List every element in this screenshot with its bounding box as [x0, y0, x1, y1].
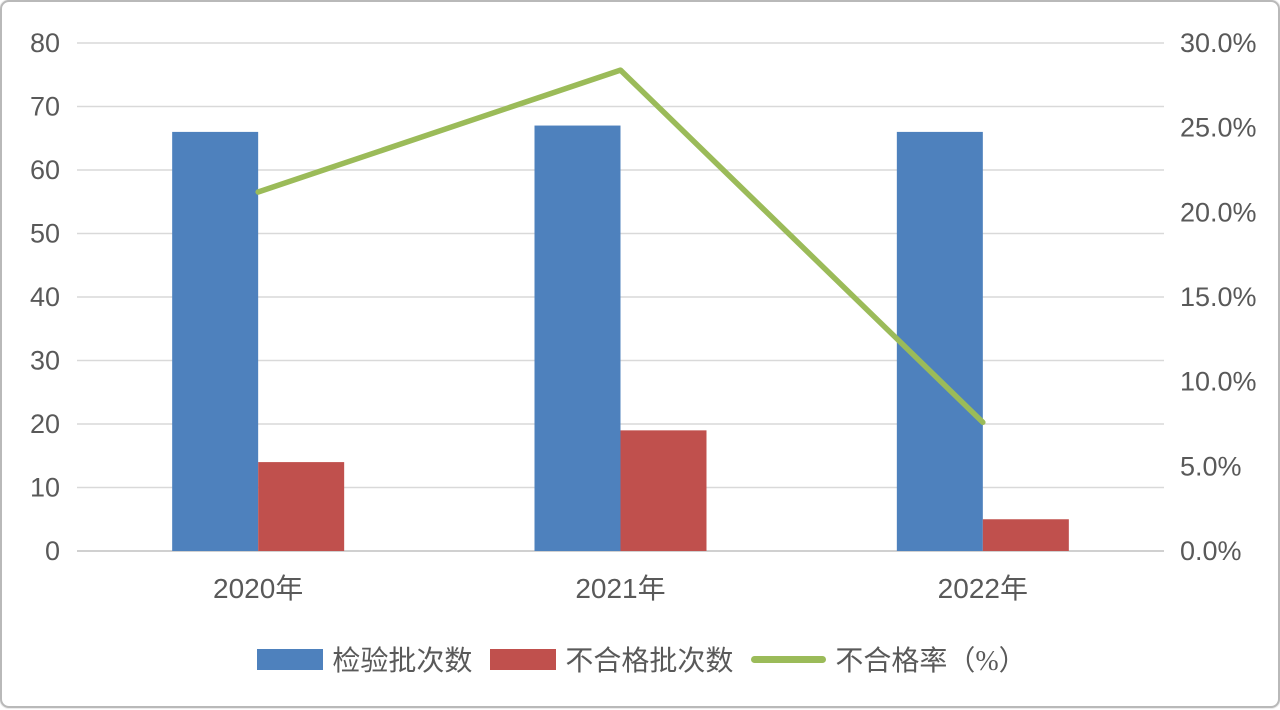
legend-swatch-bar-blue: [257, 648, 324, 670]
right-axis-tick-label: 15.0%: [1180, 282, 1257, 312]
bar-inspection-2022年: [896, 131, 983, 551]
right-axis-tick-label: 30.0%: [1180, 28, 1257, 58]
left-axis-tick-label: 10: [30, 473, 60, 503]
legend-label: 不合格批次数: [565, 646, 734, 677]
bar-failed-2022年: [982, 519, 1069, 551]
legend: 检验批次数 不合格批次数 不合格率（%）: [2, 639, 1280, 679]
right-axis-tick-label: 20.0%: [1180, 197, 1257, 227]
right-axis-tick-label: 0.0%: [1180, 536, 1242, 566]
x-axis-label: 2020年: [213, 573, 303, 604]
bar-failed-2020年: [258, 462, 345, 551]
left-axis-tick-label: 0: [45, 536, 60, 566]
failure-rate-line: [255, 67, 986, 426]
x-axis-label: 2021年: [575, 573, 665, 604]
left-axis-tick-label: 30: [30, 346, 60, 376]
bar-failed-2021年: [620, 430, 707, 551]
left-axis-tick-label: 50: [30, 219, 60, 249]
legend-item-failure-rate: 不合格率（%）: [751, 639, 1027, 679]
right-axis-tick-label: 25.0%: [1180, 113, 1257, 143]
left-axis-tick-label: 70: [30, 92, 60, 122]
bar-inspection-2021年: [534, 125, 621, 552]
x-axis-label: 2022年: [938, 573, 1028, 604]
legend-label: 检验批次数: [332, 646, 473, 677]
legend-swatch-bar-red: [490, 648, 557, 670]
right-axis-tick-label: 5.0%: [1180, 451, 1242, 481]
left-axis-tick-label: 80: [30, 28, 60, 58]
left-axis-tick-label: 20: [30, 409, 60, 439]
legend-swatch-line-green: [751, 655, 827, 663]
bar-inspection-2020年: [172, 131, 259, 551]
legend-item-failed-batches: 不合格批次数: [490, 639, 733, 679]
left-axis-tick-label: 40: [30, 282, 60, 312]
right-axis-tick-label: 10.0%: [1180, 367, 1257, 397]
legend-label: 不合格率（%）: [835, 646, 1027, 677]
left-axis-tick-label: 60: [30, 155, 60, 185]
legend-item-inspection-batches: 检验批次数: [257, 639, 472, 679]
